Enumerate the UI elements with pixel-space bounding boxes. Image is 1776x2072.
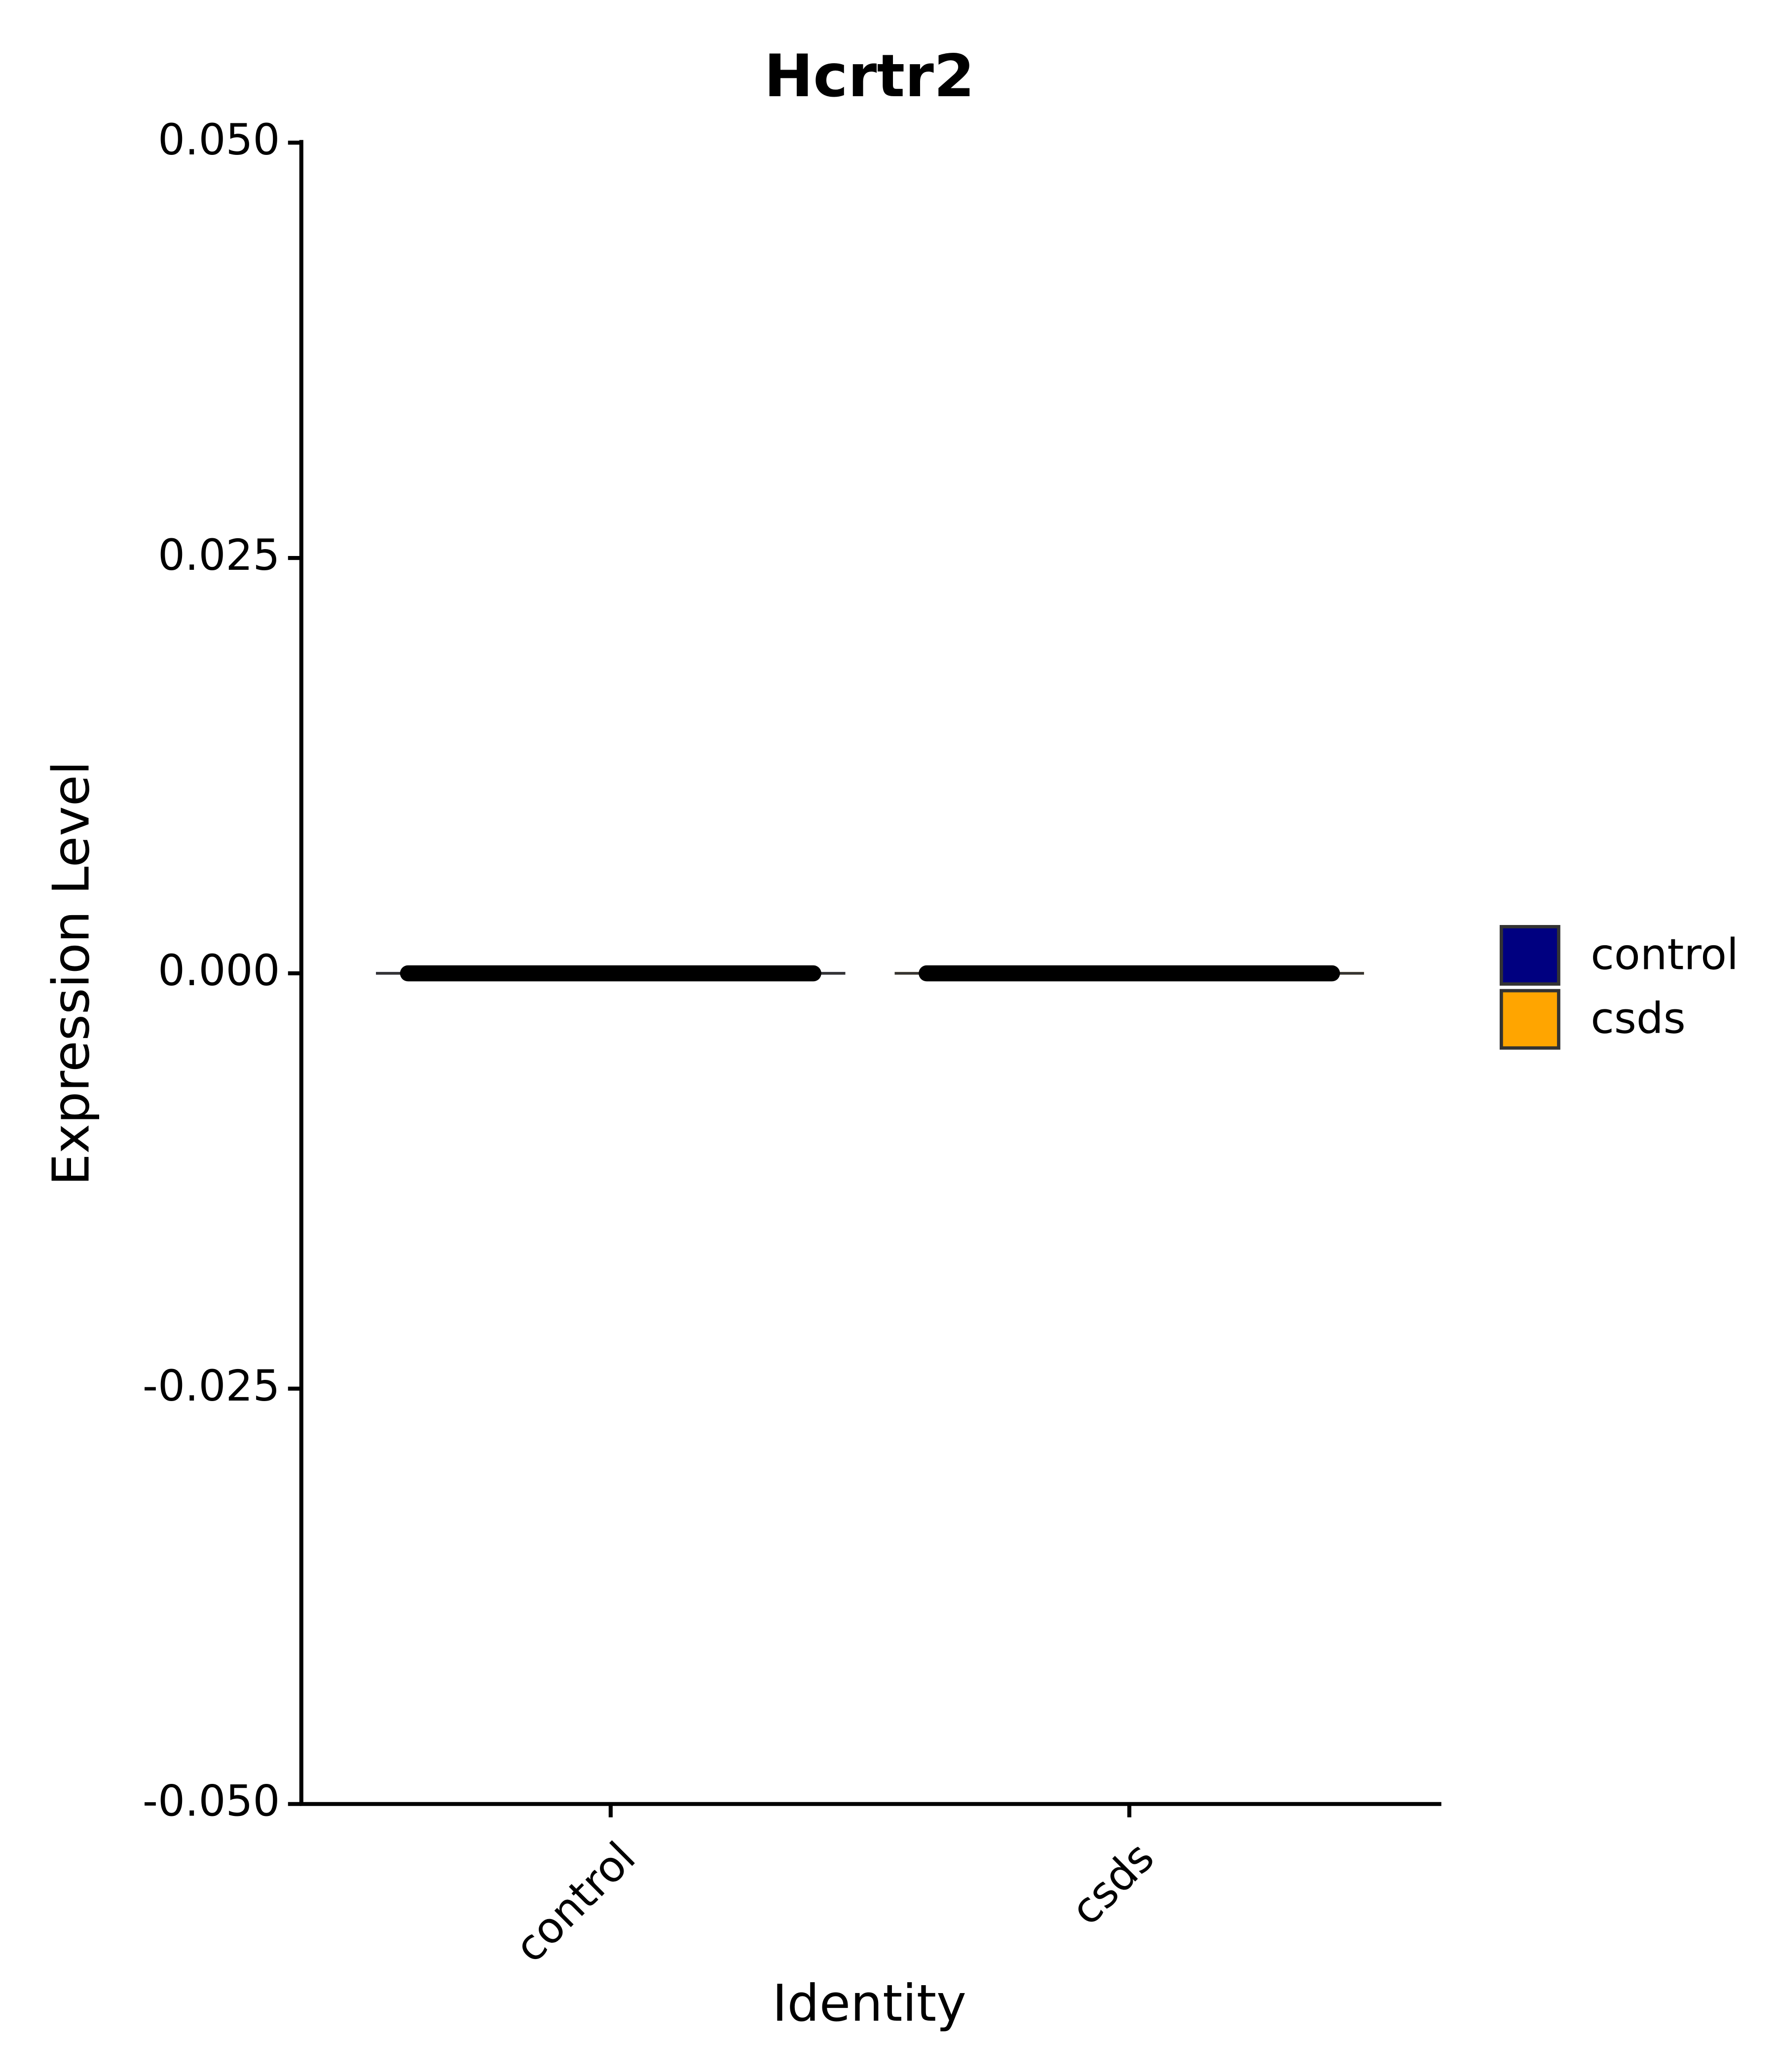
x-axis-title: Identity — [772, 1974, 966, 2033]
x-tick-label: csds — [1062, 1833, 1164, 1935]
x-tick-label: control — [506, 1833, 645, 1972]
y-tick-label: 0.050 — [158, 115, 280, 165]
y-tick-label: -0.025 — [143, 1362, 280, 1411]
jitter-points — [919, 965, 1340, 982]
chart-title: Hcrtr2 — [764, 42, 975, 111]
jitter-points — [400, 965, 821, 982]
y-tick-label: -0.050 — [143, 1777, 280, 1826]
legend-swatch — [1499, 925, 1560, 986]
legend-label: csds — [1591, 994, 1686, 1043]
y-tick-label: 0.025 — [158, 531, 280, 580]
y-tick-label: 0.000 — [158, 946, 280, 996]
legend-swatch — [1499, 989, 1560, 1050]
legend-label: control — [1591, 930, 1739, 979]
y-axis-title: Expression Level — [42, 761, 101, 1185]
